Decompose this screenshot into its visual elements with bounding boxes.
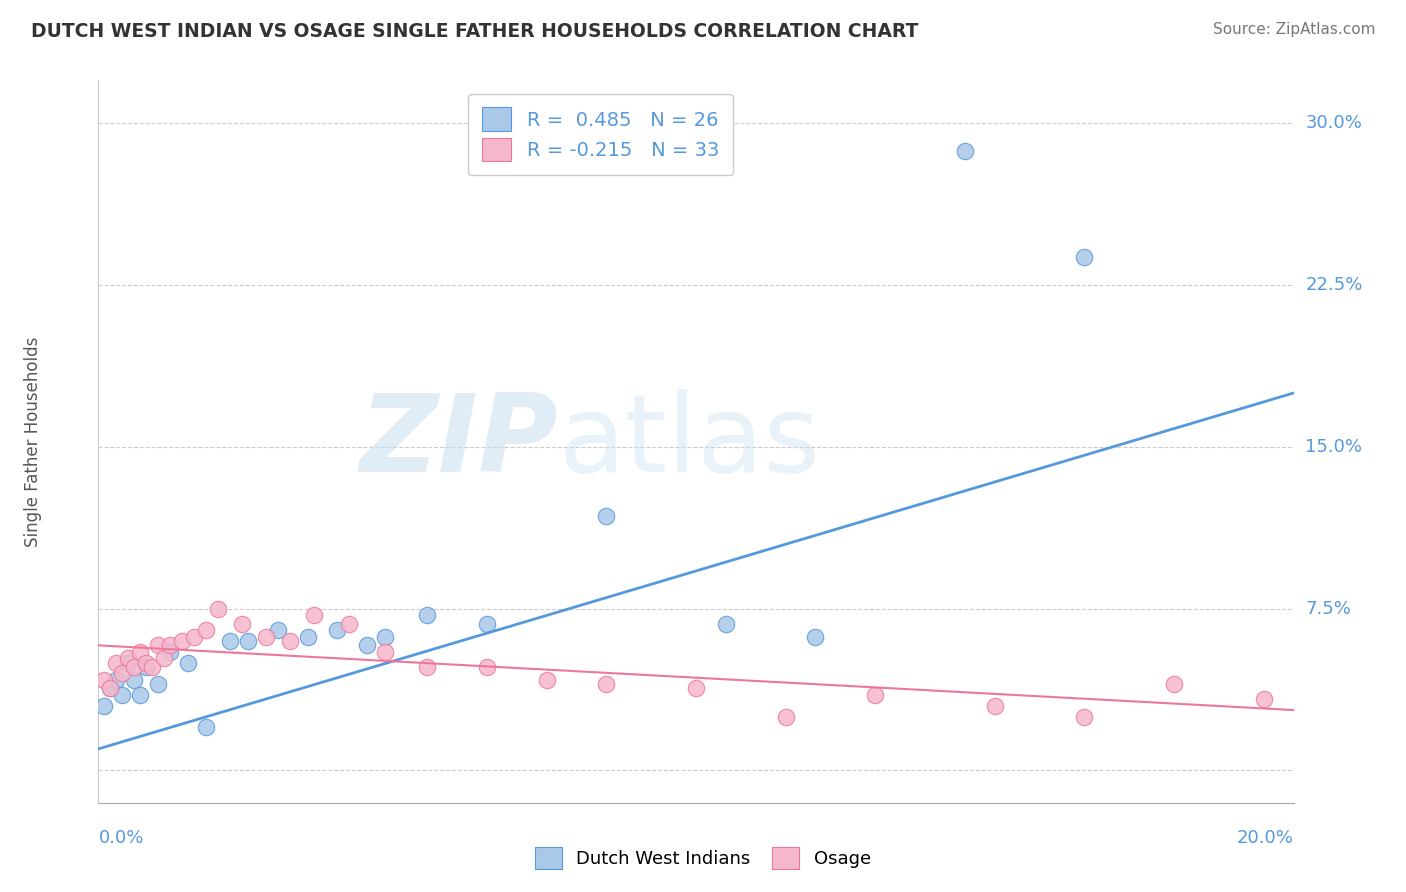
- Point: [207, 601, 229, 615]
- Point: [129, 688, 152, 702]
- Point: [374, 630, 396, 644]
- Point: [595, 677, 617, 691]
- Point: [195, 720, 218, 734]
- Point: [117, 651, 139, 665]
- Point: [177, 656, 200, 670]
- Point: [117, 656, 139, 670]
- Point: [1073, 250, 1095, 264]
- Point: [219, 634, 242, 648]
- Text: Source: ZipAtlas.com: Source: ZipAtlas.com: [1212, 22, 1375, 37]
- Text: Single Father Households: Single Father Households: [24, 336, 42, 547]
- Point: [254, 630, 277, 644]
- Point: [195, 624, 218, 638]
- Point: [93, 698, 115, 713]
- Text: 7.5%: 7.5%: [1306, 599, 1351, 617]
- Point: [297, 630, 319, 644]
- Point: [159, 645, 181, 659]
- Point: [124, 673, 146, 687]
- Point: [302, 608, 325, 623]
- Point: [865, 688, 887, 702]
- Point: [129, 645, 152, 659]
- Point: [536, 673, 558, 687]
- Point: [124, 660, 146, 674]
- Point: [416, 660, 439, 674]
- Point: [984, 698, 1007, 713]
- Point: [93, 673, 115, 687]
- Point: [148, 677, 170, 691]
- Point: [236, 634, 259, 648]
- Point: [475, 660, 498, 674]
- Text: 20.0%: 20.0%: [1237, 829, 1294, 847]
- Point: [714, 616, 737, 631]
- Point: [1163, 677, 1185, 691]
- Text: 22.5%: 22.5%: [1306, 277, 1362, 294]
- Text: 0.0%: 0.0%: [98, 829, 143, 847]
- Point: [1073, 709, 1095, 723]
- Point: [356, 638, 378, 652]
- Point: [98, 681, 122, 696]
- Point: [98, 681, 122, 696]
- Point: [135, 656, 157, 670]
- Point: [111, 688, 134, 702]
- Point: [159, 638, 181, 652]
- Point: [183, 630, 205, 644]
- Text: ZIP: ZIP: [360, 389, 558, 494]
- Point: [153, 651, 176, 665]
- Point: [374, 645, 396, 659]
- Point: [416, 608, 439, 623]
- Point: [105, 656, 128, 670]
- Point: [278, 634, 301, 648]
- Point: [475, 616, 498, 631]
- Point: [111, 666, 134, 681]
- Text: DUTCH WEST INDIAN VS OSAGE SINGLE FATHER HOUSEHOLDS CORRELATION CHART: DUTCH WEST INDIAN VS OSAGE SINGLE FATHER…: [31, 22, 918, 41]
- Point: [172, 634, 194, 648]
- Text: 15.0%: 15.0%: [1306, 438, 1362, 456]
- Point: [135, 660, 157, 674]
- Legend: R =  0.485   N = 26, R = -0.215   N = 33: R = 0.485 N = 26, R = -0.215 N = 33: [468, 94, 733, 175]
- Point: [141, 660, 163, 674]
- Point: [326, 624, 349, 638]
- Text: 30.0%: 30.0%: [1306, 114, 1362, 132]
- Point: [231, 616, 253, 631]
- Point: [775, 709, 797, 723]
- Legend: Dutch West Indians, Osage: Dutch West Indians, Osage: [526, 838, 880, 879]
- Text: atlas: atlas: [558, 389, 821, 494]
- Point: [1253, 692, 1275, 706]
- Point: [148, 638, 170, 652]
- Point: [685, 681, 707, 696]
- Point: [339, 616, 361, 631]
- Point: [953, 145, 976, 159]
- Point: [804, 630, 827, 644]
- Point: [105, 673, 128, 687]
- Point: [267, 624, 290, 638]
- Point: [595, 508, 617, 523]
